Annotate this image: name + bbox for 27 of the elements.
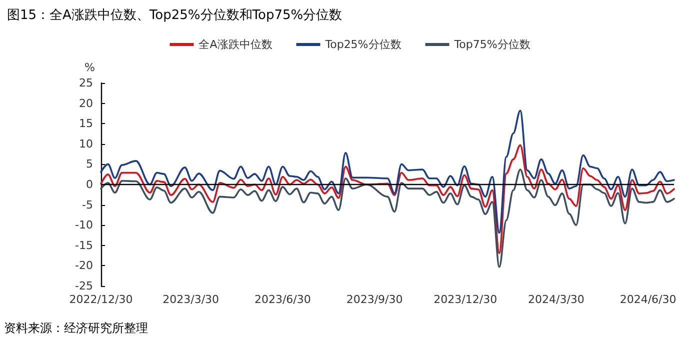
x-tick-label: 2023/9/30 — [346, 293, 403, 306]
y-tick-label: -5 — [82, 198, 93, 212]
text: 资料来源：经济研究所整理 — [4, 321, 148, 335]
x-tick-label: 2023/3/30 — [162, 293, 220, 306]
line-series — [100, 110, 675, 234]
y-axis-title: % — [84, 61, 95, 74]
y-tick-label: 5 — [86, 158, 93, 171]
x-tick-label: 2024/6/30 — [620, 293, 676, 306]
y-tick-label: -10 — [75, 218, 93, 232]
legend-label: Top75%分位数 — [453, 38, 530, 51]
chart-title: 图15：全A涨跌中位数、Top25%分位数和Top75%分位数 — [7, 8, 342, 23]
x-tick-label: 2023/6/30 — [254, 293, 311, 306]
x-tick-label: 2023/12/30 — [434, 293, 498, 306]
y-tick-label: 10 — [79, 137, 93, 150]
x-tick-label: 2022/12/30 — [69, 293, 133, 306]
y-tick-label: -15 — [75, 238, 93, 252]
legend-label: 全A涨跌中位数 — [198, 38, 272, 51]
y-tick-label: 25 — [79, 76, 93, 90]
y-tick-label: -25 — [75, 280, 93, 292]
y-tick-label: -20 — [75, 259, 93, 272]
legend-label: Top25%分位数 — [324, 38, 402, 51]
y-tick-label: 0 — [86, 178, 93, 191]
line-series — [100, 144, 675, 254]
y-tick-label: 20 — [79, 96, 93, 110]
x-tick-label: 2024/3/30 — [528, 293, 584, 306]
y-tick-label: 15 — [79, 117, 93, 130]
line-series — [100, 168, 675, 268]
